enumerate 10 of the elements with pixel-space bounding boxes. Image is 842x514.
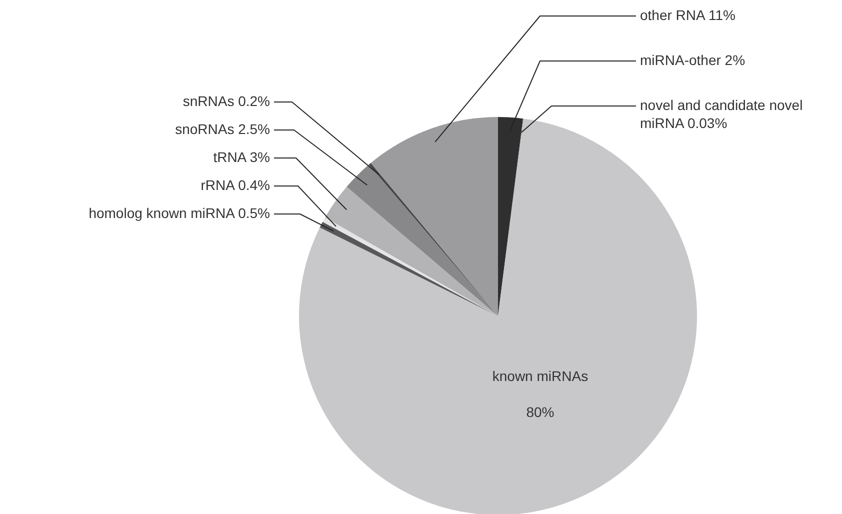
data-label: 80% <box>526 404 554 420</box>
slice-label: snoRNAs 2.5% <box>175 121 270 137</box>
slice-label: tRNA 3% <box>213 149 270 165</box>
slice-label: snRNAs 0.2% <box>182 93 270 109</box>
slice-label: rRNA 0.4% <box>200 177 270 193</box>
slice-label: other RNA 11% <box>640 7 736 23</box>
slice-label: miRNA-other 2% <box>640 52 746 68</box>
slice-label: known miRNAs <box>492 368 588 384</box>
slice-label: novel and candidate novel miRNA 0.03% <box>640 97 803 131</box>
slice-label: homolog known miRNA 0.5% <box>88 205 270 221</box>
